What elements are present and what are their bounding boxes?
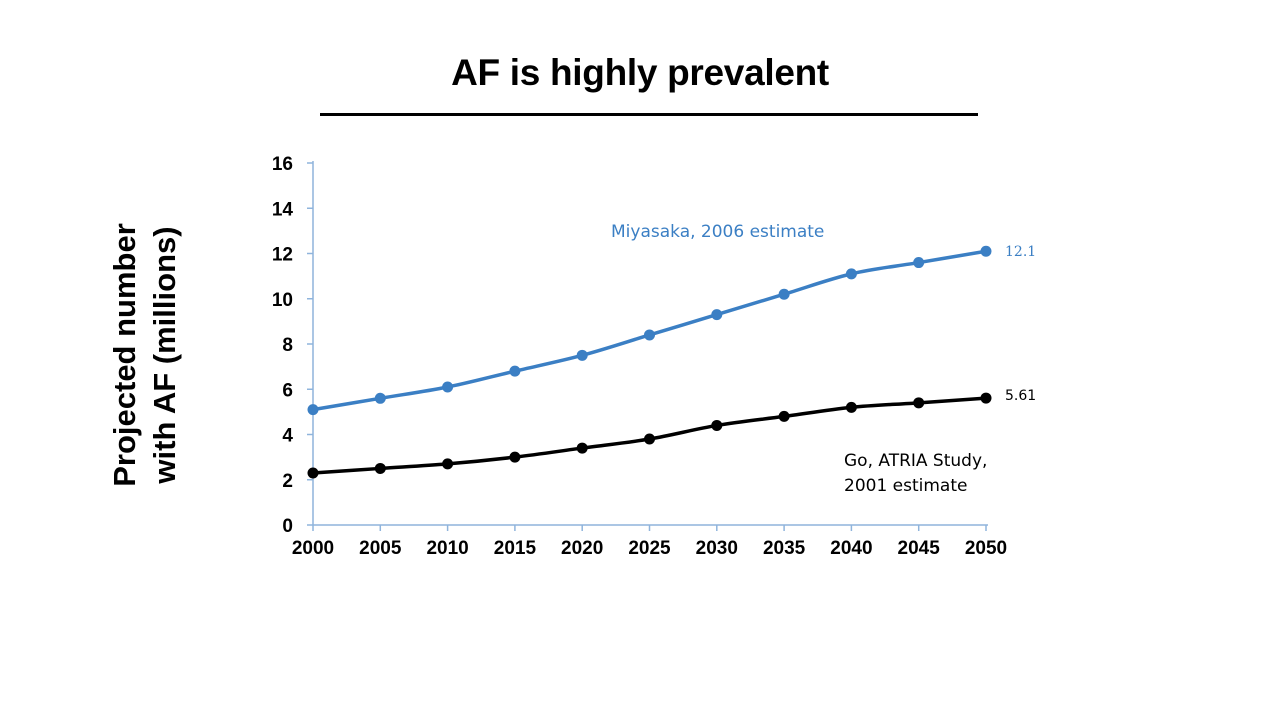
y-tick-label: 10 (272, 290, 293, 311)
x-tick-label: 2000 (292, 538, 334, 559)
data-point-miyasaka (980, 245, 992, 257)
y-tick-label: 2 (282, 471, 293, 492)
data-point-miyasaka (374, 392, 386, 404)
series-label-miyasaka: Miyasaka, 2006 estimate (611, 222, 824, 242)
y-tick-label: 4 (282, 426, 293, 447)
y-tick-label: 8 (282, 335, 293, 356)
x-tick-label: 2050 (965, 538, 1007, 559)
data-point-atria (845, 401, 857, 413)
x-tick-label: 2035 (763, 538, 806, 559)
x-tick-label: 2005 (359, 538, 402, 559)
data-point-atria (307, 467, 319, 479)
end-value-label-miyasaka: 12.1 (1005, 244, 1036, 260)
title-underline (320, 113, 978, 116)
series-label-atria-line-2: 2001 estimate (844, 476, 967, 496)
data-point-miyasaka (778, 288, 790, 300)
data-point-miyasaka (644, 329, 655, 341)
data-point-miyasaka (913, 257, 925, 269)
series-label-atria-line-1: Go, ATRIA Study, (844, 451, 987, 471)
series-layer (307, 245, 992, 479)
data-point-miyasaka (442, 381, 454, 393)
y-tick-label: 6 (282, 380, 293, 401)
data-point-atria (442, 458, 454, 470)
data-point-miyasaka (711, 309, 723, 321)
y-tick-label: 14 (272, 199, 294, 220)
data-point-atria (711, 419, 723, 431)
end-value-label-atria: 5.61 (1005, 388, 1036, 404)
data-point-atria (980, 392, 992, 404)
data-point-atria (778, 410, 790, 422)
data-point-atria (576, 442, 588, 454)
data-point-atria (644, 433, 655, 445)
x-tick-label: 2045 (898, 538, 941, 559)
x-tick-label: 2040 (830, 538, 872, 559)
data-point-miyasaka (576, 349, 588, 361)
x-tick-label: 2010 (426, 538, 468, 559)
x-tick-label: 2015 (494, 538, 537, 559)
data-point-atria (913, 397, 925, 409)
data-point-miyasaka (845, 268, 857, 280)
y-tick-label: 16 (272, 154, 293, 175)
data-point-atria (374, 462, 386, 474)
x-tick-label: 2030 (696, 538, 738, 559)
series-labels: Miyasaka, 2006 estimate Go, ATRIA Study,… (611, 222, 1036, 496)
data-point-miyasaka (307, 404, 319, 416)
y-tick-label: 12 (272, 245, 293, 266)
slide-title: AF is highly prevalent (451, 52, 829, 93)
axes: 0 2 4 6 8 10 12 14 16 2000 2005 2010 2015 2020 2025 203… (272, 154, 1007, 559)
data-point-atria (509, 451, 521, 463)
x-tick-label: 2025 (628, 538, 671, 559)
data-point-miyasaka (509, 365, 521, 377)
x-tick-label: 2020 (561, 538, 603, 559)
y-tick-label: 0 (282, 516, 293, 537)
